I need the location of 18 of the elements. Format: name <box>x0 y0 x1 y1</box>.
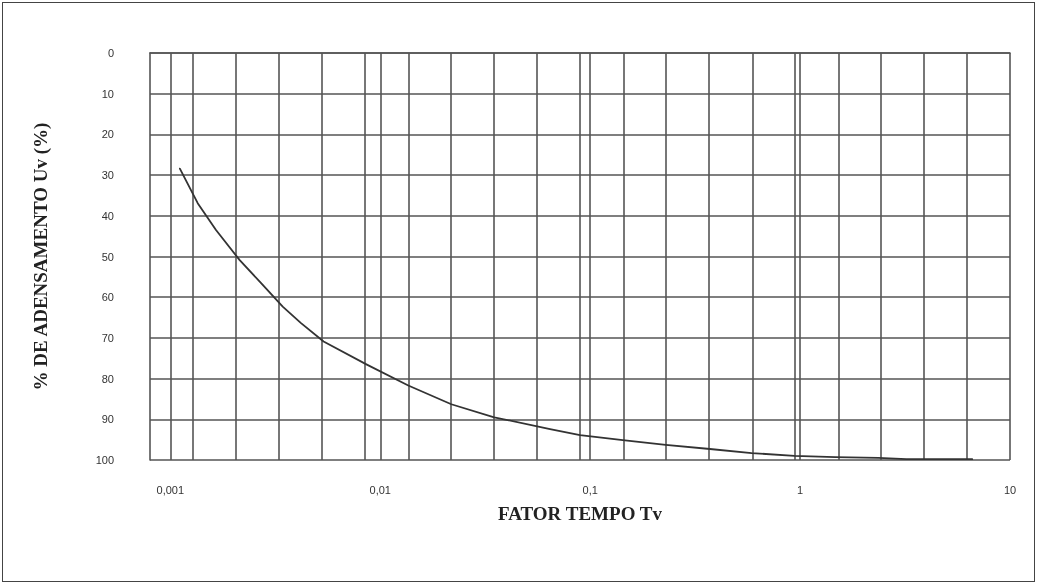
x-tick-label: 10 <box>1003 483 1017 496</box>
y-tick-label: 20 <box>101 128 114 141</box>
x-tick-label: 0,01 <box>369 483 391 496</box>
x-axis-title: FATOR TEMPO Tv <box>498 503 663 524</box>
y-tick-label: 100 <box>95 454 114 466</box>
y-axis-title: % DE ADENSAMENTO Uv (%) <box>30 122 52 391</box>
y-tick-label: 0 <box>107 47 114 59</box>
y-tick-label: 50 <box>101 250 114 263</box>
y-tick-label: 40 <box>101 209 114 222</box>
y-tick-label: 90 <box>101 413 114 426</box>
y-tick-label: 60 <box>101 291 114 304</box>
y-tick-label: 30 <box>101 169 114 182</box>
x-tick-label: 0,001 <box>156 483 185 496</box>
y-tick-label: 70 <box>101 331 114 344</box>
x-tick-label: 0,1 <box>582 483 598 496</box>
y-tick-label: 10 <box>101 87 114 100</box>
x-tick-label: 1 <box>797 483 804 496</box>
y-tick-label: 80 <box>101 372 114 385</box>
